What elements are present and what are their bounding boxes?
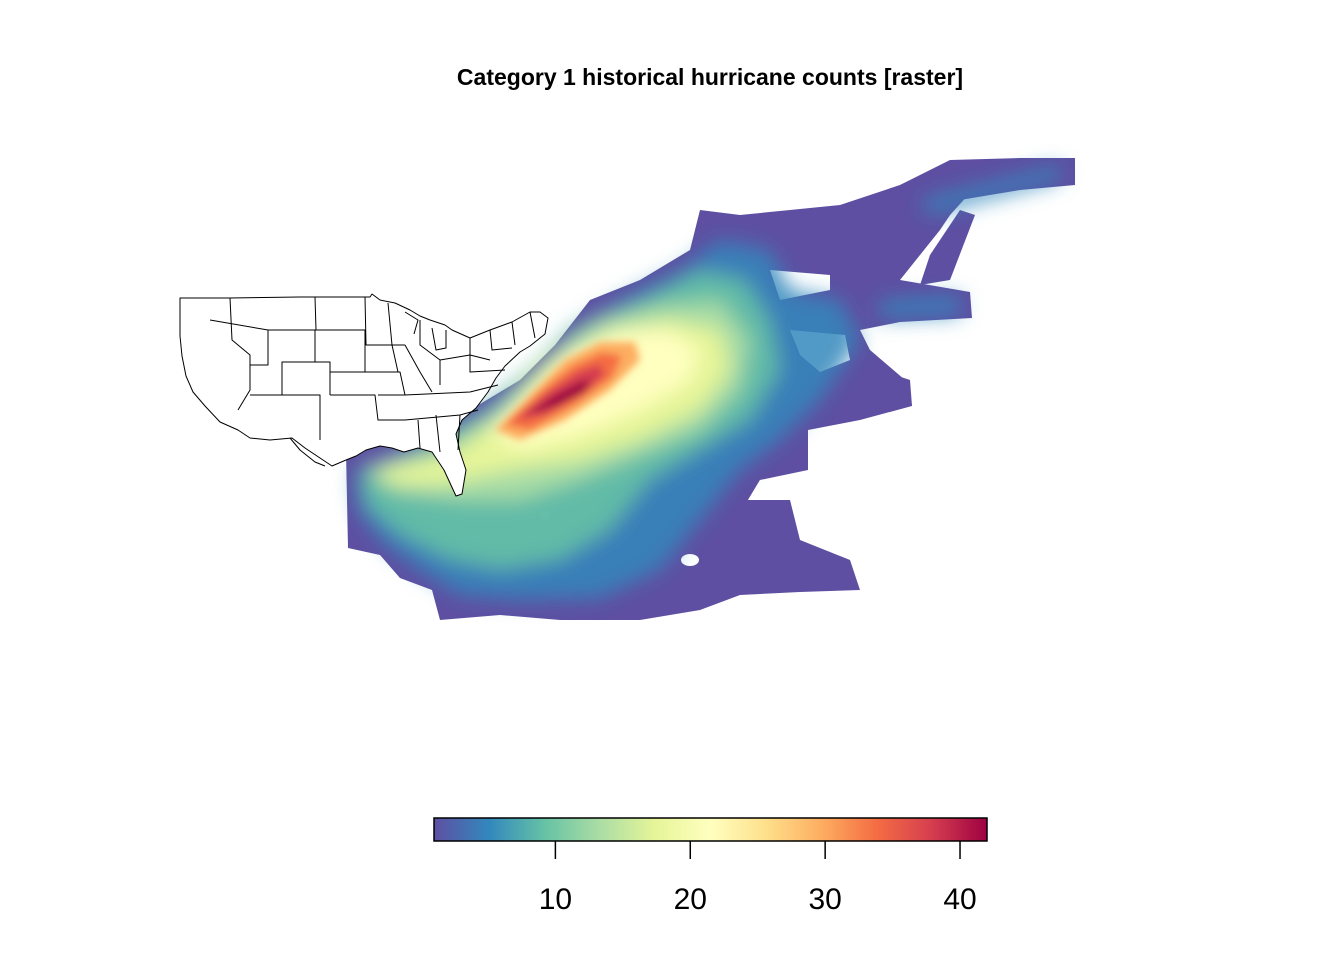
- legend-tick-label-10: 10: [539, 883, 572, 916]
- page-title: Category 1 historical hurricane counts […: [456, 64, 964, 90]
- legend-tick-label-40: 40: [943, 883, 976, 916]
- raster-core-darkred: [515, 364, 604, 420]
- legend-color-bar: [433, 817, 988, 842]
- us-basemap: [179, 293, 549, 497]
- raster-layer: [346, 158, 1075, 620]
- raster-peak: [525, 380, 592, 415]
- legend-tick-label-30: 30: [808, 883, 841, 916]
- legend-ticks: 10 20 30 40: [539, 841, 977, 916]
- legend-tick-label-20: 20: [674, 883, 707, 916]
